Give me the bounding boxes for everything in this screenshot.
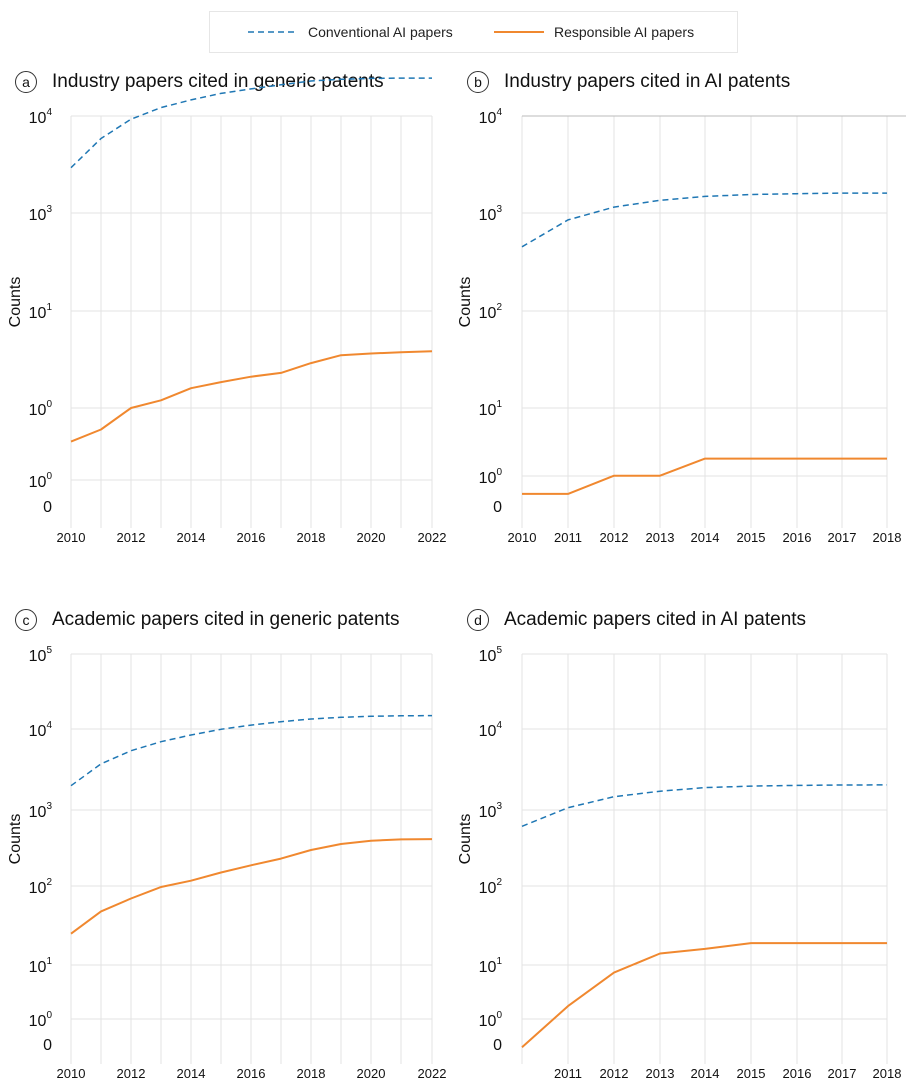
panel-b-y-tick-label: 104 — [479, 107, 503, 127]
panel-a-x-tick-label: 2014 — [177, 530, 206, 545]
panel-title-c: Academic papers cited in generic patents — [52, 609, 400, 630]
panel-b-conventional-line — [521, 192, 887, 248]
panel-d-header: d Academic papers cited in AI patents — [467, 609, 806, 631]
legend: Conventional AI papers Responsible AI pa… — [209, 11, 738, 53]
dashed-line-icon — [248, 31, 298, 33]
panel-b-y-tick-label: 100 — [479, 467, 503, 487]
panel-a-x-tick-label: 2010 — [57, 530, 86, 545]
panel-c-y-tick-label: 105 — [29, 645, 53, 665]
panel-a-y-axis-label: Counts — [7, 277, 24, 328]
panel-title-b: Industry papers cited in AI patents — [504, 71, 791, 92]
panel-d-x-tick-label: 2011 — [554, 1066, 582, 1081]
panel-a-x-tick-label: 2012 — [117, 530, 146, 545]
panel-d-x-tick-label: 2016 — [783, 1066, 812, 1081]
panel-d-y-tick-label: 102 — [479, 877, 503, 897]
panel-c-y-tick-label: 103 — [29, 801, 53, 821]
panel-d-x-tick-label: 2014 — [691, 1066, 720, 1081]
panel-b-x-tick-label: 2018 — [873, 530, 902, 545]
panel-badge-b: b — [467, 71, 489, 93]
panel-c-x-tick-label: 2020 — [357, 1066, 386, 1081]
panel-a-conventional-line — [70, 77, 432, 169]
panel-c-x-tick-label: 2010 — [57, 1066, 86, 1081]
panel-c-x-tick-label: 2014 — [177, 1066, 206, 1081]
panel-a-y-tick-label: 100 — [29, 399, 53, 419]
panel-c-y-tick-label: 101 — [29, 956, 53, 976]
panel-b-y-tick-label: 102 — [479, 302, 503, 322]
panel-a-responsible-line — [70, 350, 433, 443]
panel-title-d: Academic papers cited in AI patents — [504, 609, 807, 630]
legend-label-conventional: Conventional AI papers — [308, 24, 453, 40]
panel-b-y-tick-label: 0 — [493, 499, 502, 516]
panel-a-x-tick-label: 2020 — [357, 530, 386, 545]
solid-line-icon — [494, 31, 544, 33]
panel-d-y-axis-label: Counts — [457, 814, 474, 865]
panel-b-y-tick-label: 103 — [479, 204, 503, 224]
panel-a-y-tick-label: 0 — [43, 499, 52, 516]
panel-a-header: a Industry papers cited in generic paten… — [15, 71, 384, 93]
panel-d-x-tick-label: 2017 — [828, 1066, 857, 1081]
panel-d-y-tick-label: 104 — [479, 720, 503, 740]
panel-badge-d: d — [467, 609, 489, 631]
panel-title-a: Industry papers cited in generic patents — [52, 71, 384, 92]
panel-c-x-tick-label: 2012 — [117, 1066, 146, 1081]
panel-d-y-tick-label: 101 — [479, 956, 503, 976]
panel-b-x-tick-label: 2016 — [783, 530, 812, 545]
panel-b-x-tick-label: 2015 — [737, 530, 766, 545]
panel-a-y-tick-label: 103 — [29, 204, 53, 224]
panel-b-x-tick-label: 2017 — [828, 530, 857, 545]
panel-d-x-tick-label: 2012 — [600, 1066, 629, 1081]
panel-a-x-tick-label: 2018 — [297, 530, 326, 545]
panel-b-x-tick-label: 2012 — [600, 530, 629, 545]
panel-c-x-tick-label: 2016 — [237, 1066, 266, 1081]
panel-a-y-tick-label: 104 — [29, 107, 53, 127]
legend-label-responsible: Responsible AI papers — [554, 24, 695, 40]
panel-d-x-tick-label: 2018 — [873, 1066, 902, 1081]
panel-d-x-tick-label: 2013 — [646, 1066, 675, 1081]
panel-d-y-tick-label: 0 — [493, 1037, 502, 1054]
panel-badge-c: c — [15, 609, 37, 631]
panel-d-conventional-line — [521, 784, 888, 827]
panel-b-y-axis-label: Counts — [457, 277, 474, 328]
panel-badge-a: a — [15, 71, 37, 93]
panel-d-responsible-line — [521, 942, 887, 1049]
panel-b-x-tick-label: 2010 — [508, 530, 537, 545]
panel-b-x-tick-label: 2014 — [691, 530, 720, 545]
panel-c-conventional-line — [70, 714, 433, 787]
panel-d-y-tick-label: 105 — [479, 645, 503, 665]
panel-d-x-tick-label: 2015 — [737, 1066, 766, 1081]
panel-a-y-tick-label: 100 — [29, 471, 53, 491]
panel-b-y-tick-label: 101 — [479, 399, 503, 419]
panel-a-x-tick-label: 2022 — [418, 530, 447, 545]
panel-c-y-tick-label: 100 — [29, 1010, 53, 1030]
panel-c-x-tick-label: 2022 — [418, 1066, 447, 1081]
panel-b-header: b Industry papers cited in AI patents — [467, 71, 790, 93]
panel-c-x-tick-label: 2018 — [297, 1066, 326, 1081]
panel-c-y-tick-label: 0 — [43, 1037, 52, 1054]
panel-c-y-axis-label: Counts — [7, 814, 24, 865]
panel-c-header: c Academic papers cited in generic paten… — [15, 609, 399, 631]
panel-b-responsible-line — [522, 457, 887, 495]
panel-b-x-tick-label: 2011 — [554, 530, 582, 545]
panel-a-y-tick-label: 101 — [29, 302, 53, 322]
panel-d-y-tick-label: 103 — [479, 801, 503, 821]
panel-c-y-tick-label: 102 — [29, 877, 53, 897]
panel-c-y-tick-label: 104 — [29, 720, 53, 740]
legend-item-conventional: Conventional AI papers — [248, 12, 453, 52]
legend-item-responsible: Responsible AI papers — [494, 12, 694, 52]
panel-b-x-tick-label: 2013 — [646, 530, 675, 545]
panel-d-y-tick-label: 100 — [479, 1010, 503, 1030]
panel-c-responsible-line — [70, 838, 433, 935]
panel-a-x-tick-label: 2016 — [237, 530, 266, 545]
